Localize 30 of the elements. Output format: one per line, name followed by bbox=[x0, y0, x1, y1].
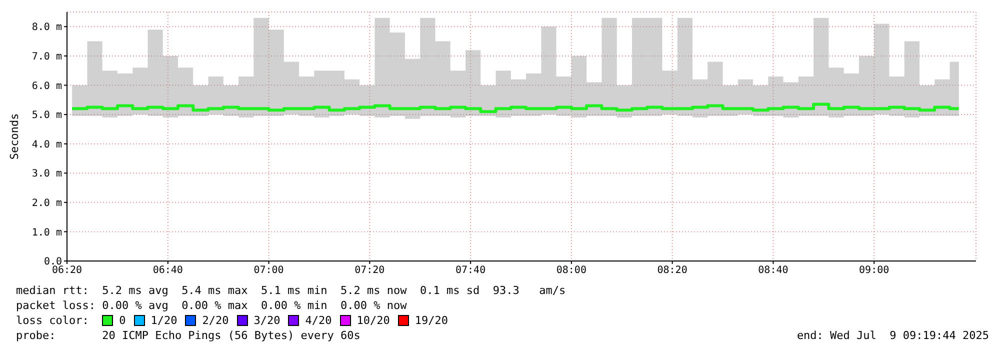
y-tick-label: 6.0 m bbox=[32, 80, 62, 92]
x-tick-label: 07:00 bbox=[254, 265, 284, 276]
x-tick-label: 06:20 bbox=[52, 265, 82, 276]
text: probe: 20 ICMP Echo Pings (56 Bytes) every 60s bbox=[16, 328, 360, 343]
text: median rtt: 5.2 ms avg 5.4 ms max 5.1 ms min 5.2 ms now 0.1 ms sd 93.3 am/s bbox=[16, 283, 567, 298]
legend-label: 10/20 bbox=[356, 313, 390, 328]
legend-label: 4/20 bbox=[305, 313, 332, 328]
y-tick-label: 7.0 m bbox=[32, 51, 62, 62]
y-tick-label: 2.0 m bbox=[32, 198, 62, 209]
legend-label: 2/20 bbox=[202, 313, 229, 328]
text: end: Wed Jul 9 09:19:44 2025 bbox=[796, 328, 989, 343]
y-tick-label: 8.0 m bbox=[32, 22, 62, 34]
y-tick-label: 4.0 m bbox=[32, 139, 62, 150]
legend-label: 3/20 bbox=[254, 313, 280, 328]
x-tick-label: 08:40 bbox=[758, 265, 788, 276]
y-tick-label: 5.0 m bbox=[32, 110, 62, 122]
x-tick-label: 07:40 bbox=[456, 265, 486, 276]
y-tick-label: 1.0 m bbox=[32, 227, 62, 238]
x-tick-label: 08:20 bbox=[657, 265, 688, 276]
text: packet loss: 0.00 % avg 0.00 % max 0.00 % min 0.00 % now bbox=[16, 298, 408, 313]
y-axis-title: Seconds bbox=[8, 113, 21, 160]
legend-label: 0 bbox=[119, 313, 126, 328]
x-tick-label: 07:20 bbox=[354, 265, 385, 276]
legend-label: 1/20 bbox=[150, 313, 178, 328]
legend-label: 19/20 bbox=[414, 313, 448, 328]
legend-title: loss color: bbox=[16, 313, 90, 328]
x-tick-label: 06:40 bbox=[152, 265, 183, 276]
y-tick-label: 3.0 m bbox=[32, 168, 62, 180]
x-tick-label: 09:00 bbox=[859, 265, 890, 276]
x-tick-label: 08:00 bbox=[556, 265, 586, 276]
